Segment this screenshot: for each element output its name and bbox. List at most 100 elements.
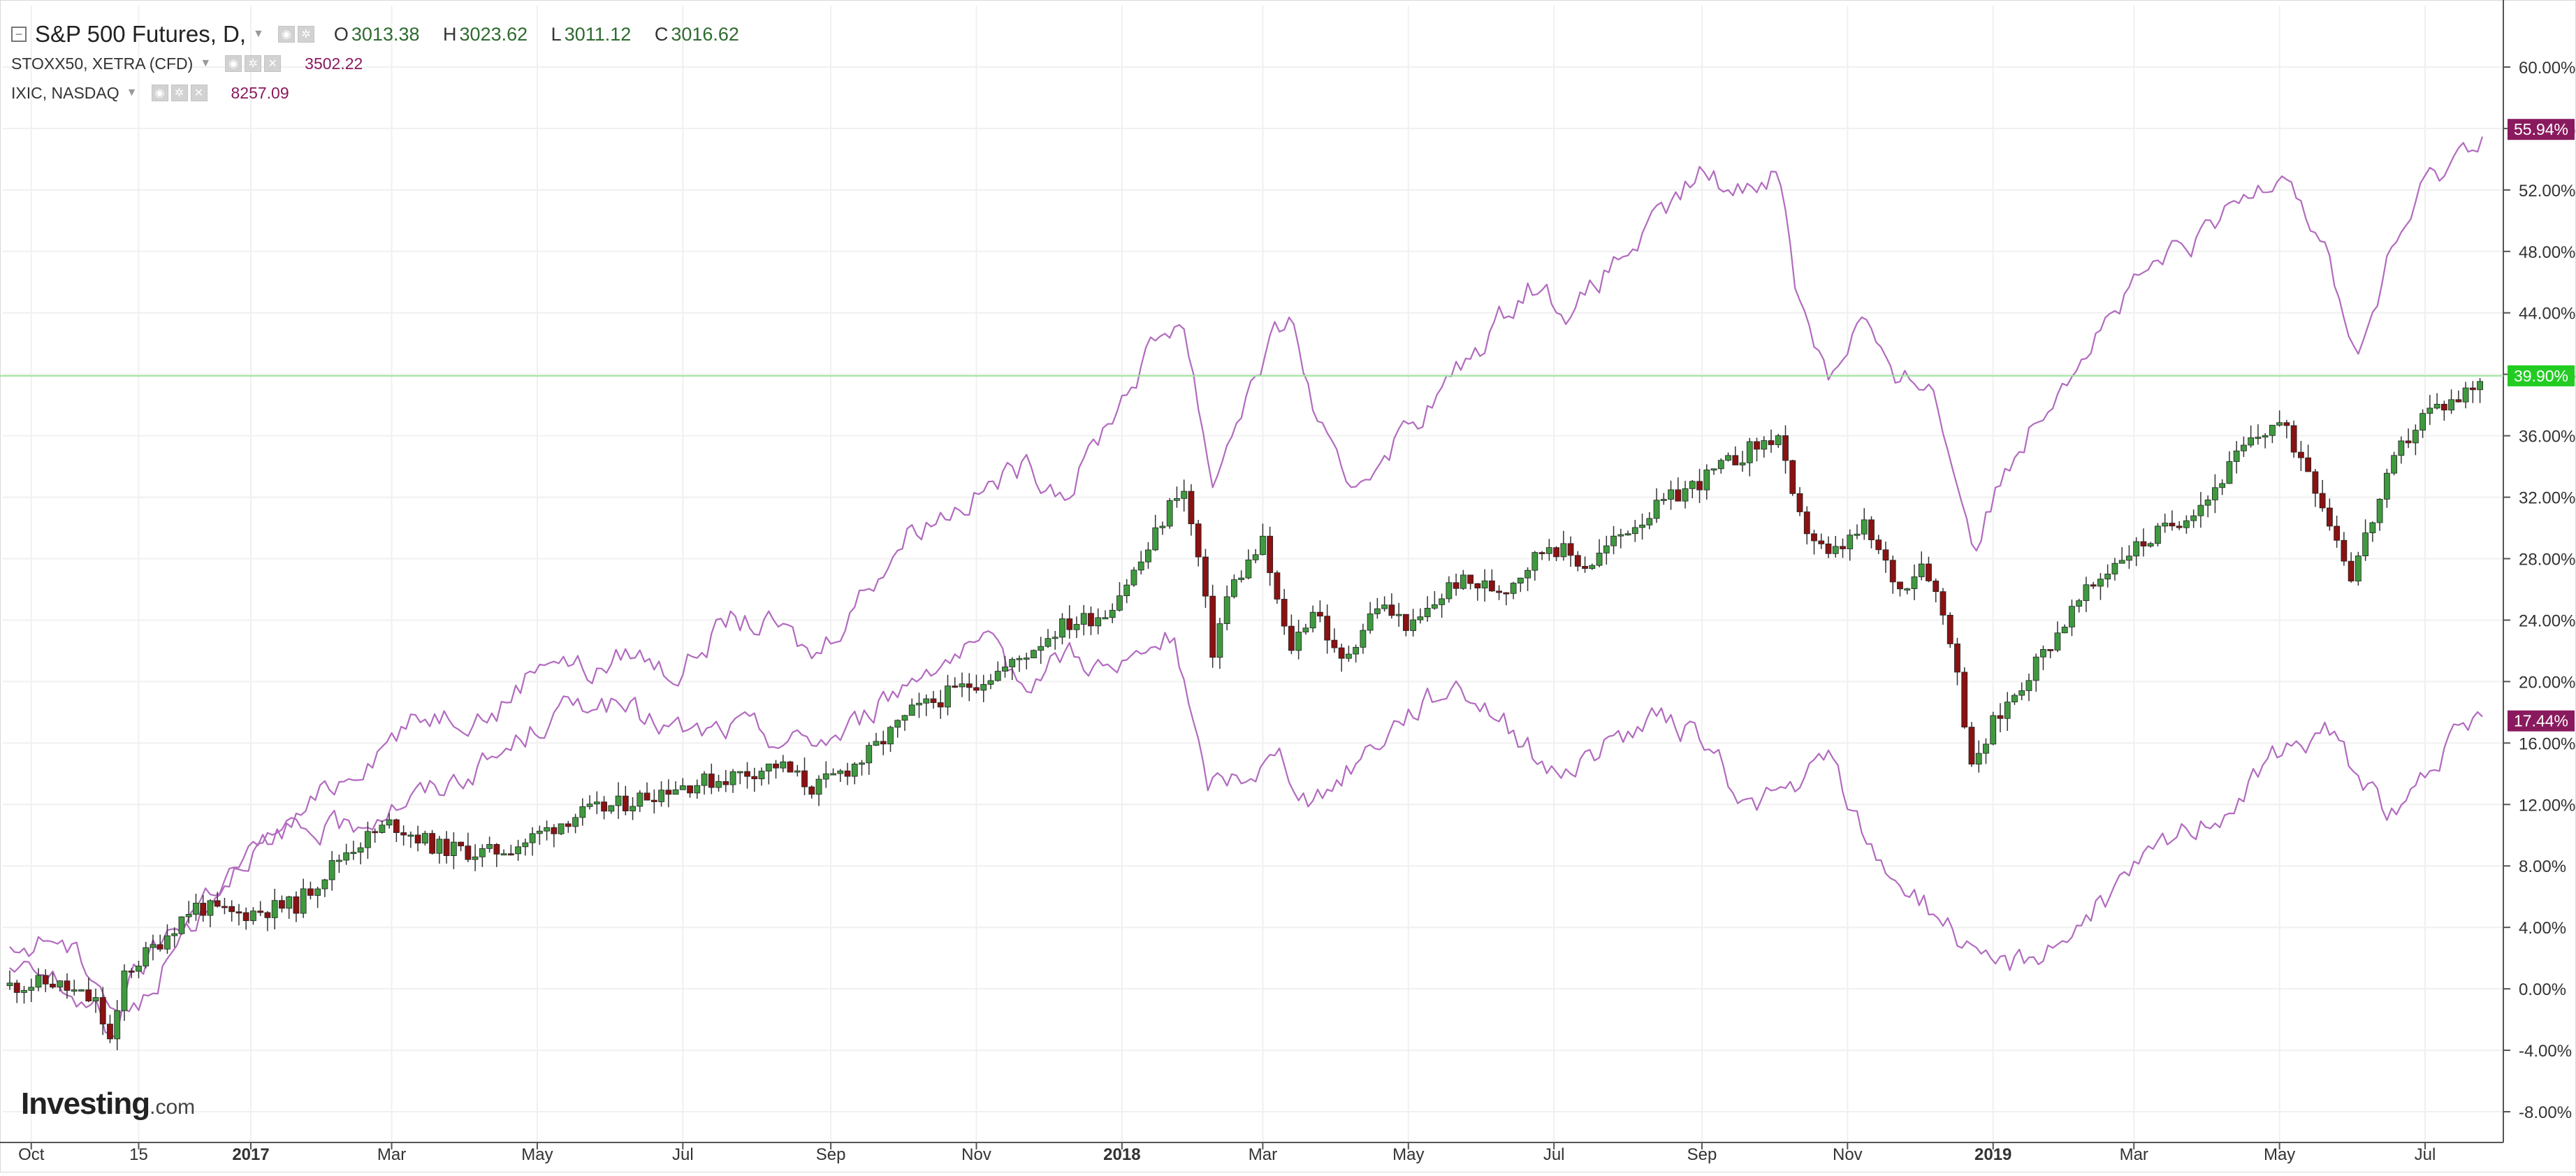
- candle: [1080, 604, 1087, 636]
- candle: [1195, 520, 1202, 567]
- candle: [2076, 598, 2083, 613]
- candle: [1525, 567, 1531, 591]
- eye-icon[interactable]: ◉: [225, 55, 242, 72]
- candle: [1990, 711, 1997, 746]
- candle-body-up: [1367, 614, 1374, 631]
- candle: [1360, 623, 1367, 654]
- candle: [1696, 468, 1703, 503]
- candle-body-up: [1975, 753, 1982, 765]
- candle-body-down: [13, 982, 20, 993]
- logo-brand: Investing: [21, 1087, 150, 1121]
- candle-body-down: [1474, 583, 1481, 588]
- candle-body-up: [1410, 619, 1417, 631]
- y-tick-label: -4.00%: [2519, 1042, 2572, 1061]
- candle: [1260, 523, 1266, 556]
- x-tick-label: Sep: [816, 1145, 846, 1164]
- gear-icon[interactable]: ✲: [245, 55, 262, 72]
- candle: [1202, 549, 1209, 608]
- candle-body-up: [1130, 569, 1137, 586]
- candle: [2025, 674, 2032, 702]
- candle-body-down: [773, 763, 779, 769]
- chevron-down-icon[interactable]: ▼: [253, 28, 264, 40]
- candle: [643, 782, 650, 801]
- candle-body-down: [1188, 491, 1195, 525]
- candle: [1481, 569, 1488, 602]
- gear-icon[interactable]: ✲: [297, 26, 314, 43]
- candle-body-down: [744, 771, 750, 777]
- candle: [2455, 390, 2462, 402]
- candle-body-up: [2398, 440, 2405, 456]
- chevron-down-icon[interactable]: ▼: [200, 57, 212, 69]
- candle: [1560, 530, 1567, 561]
- candle: [1596, 539, 1603, 567]
- candle: [722, 770, 729, 792]
- candle-body-down: [393, 819, 400, 833]
- candle: [1538, 551, 1545, 560]
- candle: [2433, 393, 2440, 409]
- candle: [980, 674, 987, 703]
- candle-body-down: [687, 785, 693, 794]
- candle: [1188, 484, 1195, 536]
- candle-body-up: [1832, 546, 1839, 554]
- candle: [1918, 551, 1925, 581]
- candle-body-up: [1460, 574, 1467, 589]
- ohlc-high-value: 3023.62: [459, 23, 528, 45]
- legend: − S&P 500 Futures, D, ▼ ◉ ✲ O 3013.38 H 30…: [11, 20, 757, 108]
- candle-body-up: [1302, 627, 1309, 632]
- candle: [2283, 419, 2290, 439]
- candle-body-down: [1882, 549, 1889, 561]
- last-value-tag-label: 39.90%: [2514, 367, 2568, 385]
- candle-body-down: [1582, 565, 1588, 569]
- x-tick-label: 2018: [1103, 1145, 1140, 1164]
- candle-body-down: [1840, 546, 1846, 549]
- candle-body-up: [2376, 498, 2383, 523]
- candle-body-up: [2269, 425, 2276, 436]
- candle: [2312, 469, 2319, 507]
- candle: [472, 844, 479, 871]
- eye-icon[interactable]: ◉: [151, 85, 168, 101]
- candle-body-up: [500, 853, 507, 856]
- candle-body-down: [1782, 435, 1789, 461]
- candle-body-up: [658, 790, 664, 802]
- candle-body-down: [973, 687, 980, 691]
- y-tick-label: 16.00%: [2519, 734, 2575, 753]
- candle-body-up: [593, 801, 600, 805]
- candle-body-down: [2348, 560, 2355, 581]
- collapse-legend-icon[interactable]: −: [11, 27, 27, 42]
- candle-body-down: [400, 832, 407, 836]
- gear-icon[interactable]: ✲: [170, 85, 188, 101]
- candle-body-up: [71, 989, 78, 992]
- last-value-tag: 39.90%: [2508, 365, 2575, 386]
- candle-body-up: [544, 827, 551, 832]
- candle-body-down: [650, 799, 657, 802]
- candle-body-up: [701, 774, 708, 786]
- candle-body-up: [2219, 483, 2226, 488]
- close-icon[interactable]: ✕: [190, 85, 208, 101]
- compare-series-value: 3502.22: [305, 54, 363, 73]
- candle: [1868, 516, 1875, 549]
- close-icon[interactable]: ✕: [264, 55, 282, 72]
- candle: [923, 694, 930, 716]
- candle: [300, 878, 307, 918]
- candle-body-up: [178, 916, 185, 934]
- candle-body-down: [1954, 644, 1960, 673]
- candle: [1023, 653, 1030, 669]
- chevron-down-icon[interactable]: ▼: [126, 87, 138, 99]
- candle-body-up: [2212, 487, 2218, 500]
- candle-body-up: [386, 819, 393, 826]
- candle-body-down: [2312, 471, 2319, 494]
- ohlc-open-value: 3013.38: [351, 23, 420, 45]
- candle-body-up: [1431, 604, 1438, 609]
- candle-body-down: [2290, 425, 2297, 453]
- candle: [908, 698, 915, 716]
- candle: [2204, 495, 2211, 518]
- candle-body-down: [2090, 584, 2097, 587]
- candle-body-down: [157, 944, 163, 950]
- candle-body-up: [2197, 504, 2204, 516]
- eye-icon[interactable]: ◉: [277, 26, 295, 43]
- candle-body-up: [586, 804, 593, 807]
- candle-body-up: [1761, 440, 1768, 450]
- candle: [64, 973, 71, 999]
